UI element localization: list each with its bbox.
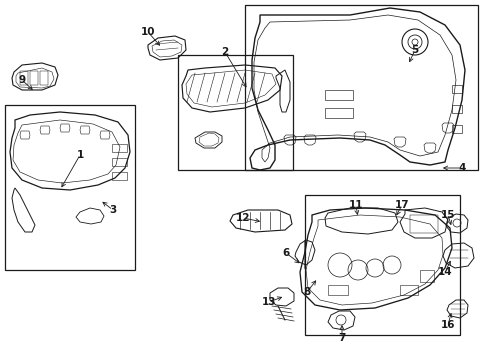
Bar [112, 158, 127, 166]
Bar [409, 215, 437, 233]
Text: 4: 4 [457, 163, 465, 173]
Text: 12: 12 [235, 213, 250, 223]
Bar [40, 71, 48, 85]
Text: 16: 16 [440, 320, 454, 330]
Bar [325, 90, 352, 100]
Bar [20, 71, 28, 85]
Bar [327, 285, 347, 295]
Text: 7: 7 [338, 333, 345, 343]
Bar [325, 108, 352, 118]
Bar [112, 144, 127, 152]
Text: 6: 6 [282, 248, 289, 258]
Text: 11: 11 [348, 200, 363, 210]
Bar [451, 125, 461, 133]
Bar [419, 270, 433, 282]
Bar [5, 105, 135, 270]
Text: 10: 10 [141, 27, 155, 37]
Bar [451, 105, 461, 113]
Text: 2: 2 [221, 47, 228, 57]
Text: 5: 5 [410, 45, 418, 55]
Bar [399, 285, 417, 295]
Text: 3: 3 [109, 205, 116, 215]
Bar [178, 55, 292, 170]
Text: 15: 15 [440, 210, 454, 220]
Bar [112, 172, 127, 180]
Text: 14: 14 [437, 267, 451, 277]
Bar [451, 85, 461, 93]
Bar [244, 5, 477, 170]
Bar [305, 195, 459, 335]
Text: 9: 9 [19, 75, 25, 85]
Text: 17: 17 [394, 200, 408, 210]
Text: 8: 8 [303, 287, 310, 297]
Text: 1: 1 [76, 150, 83, 160]
Bar [30, 71, 38, 85]
Text: 13: 13 [261, 297, 276, 307]
